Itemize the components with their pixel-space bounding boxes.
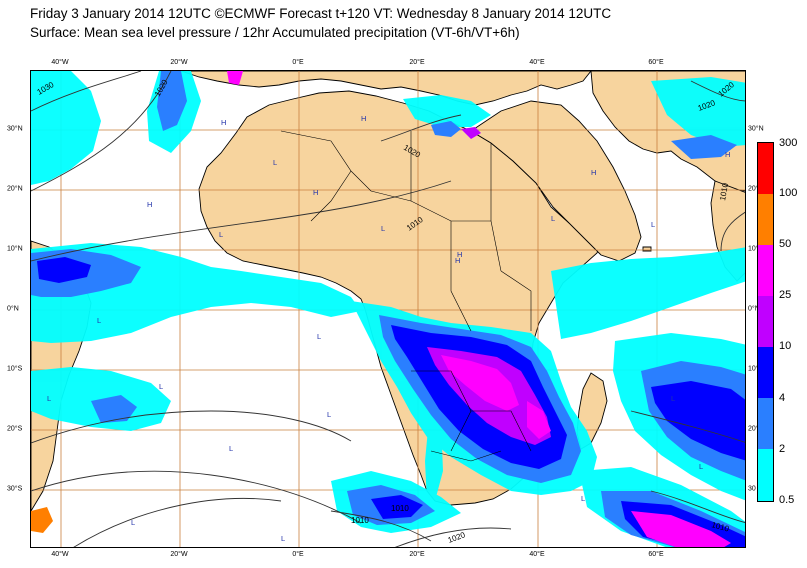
low-center: L: [671, 394, 675, 403]
legend-swatch-orange: [758, 194, 773, 245]
high-center: H: [361, 114, 366, 123]
low-center: L: [97, 316, 101, 325]
legend-swatch-red: [758, 143, 773, 194]
legend-swatch-purple: [758, 296, 773, 347]
legend-label: 100: [779, 187, 798, 199]
low-center: L: [317, 332, 321, 341]
isobar-label: 1010: [391, 504, 409, 513]
legend-label: 2: [779, 443, 786, 455]
lon-tick-top: 0°E: [292, 59, 304, 66]
legend-label: 25: [779, 289, 792, 301]
legend-swatch-blue: [758, 347, 773, 398]
low-center: L: [47, 394, 51, 403]
precip-orange: [31, 507, 53, 533]
lat-tick-left: 20°S: [7, 425, 23, 433]
lat-tick-right: 10°S: [748, 365, 764, 373]
lon-tick-bottom: 40°W: [51, 551, 69, 558]
lat-tick-left: 20°N: [7, 185, 23, 193]
high-center: H: [313, 188, 318, 197]
high-center: H: [455, 256, 460, 265]
lat-tick-right: 0°N: [748, 305, 760, 313]
isobar-label: 1010: [351, 516, 369, 525]
lat-tick-right: 30: [748, 485, 756, 493]
lat-tick-left: 30°N: [7, 125, 23, 133]
forecast-title: Friday 3 January 2014 12UTC ©ECMWF Forec…: [30, 6, 612, 21]
low-center: L: [581, 494, 585, 503]
lon-tick-bottom: 20°W: [170, 551, 188, 558]
precip-legend-bar: [757, 142, 774, 502]
lat-tick-right: 30°N: [748, 125, 764, 133]
legend-label: 10: [779, 340, 792, 352]
lon-tick-top: 40°W: [51, 59, 69, 66]
isobar-label: 1010: [718, 182, 730, 202]
lon-tick-bottom: 40°E: [529, 551, 545, 558]
country-borders: [280, 130, 532, 462]
low-center: L: [327, 410, 331, 419]
lon-tick-bottom: 60°E: [648, 551, 664, 558]
lat-tick-left: 30°S: [7, 485, 23, 493]
lat-tick-right: 20°N: [748, 185, 764, 193]
lat-tick-right: 20°S: [748, 425, 764, 433]
lon-tick-top: 40°E: [529, 59, 545, 66]
forecast-map[interactable]: 1030 1020 1020 1020 1020 1010 1010 1010 …: [30, 70, 746, 548]
lon-tick-bottom: 0°E: [292, 551, 304, 558]
lon-tick-bottom: 20°E: [409, 551, 425, 558]
europe-landmass: [180, 71, 592, 106]
lat-tick-left: 10°N: [7, 245, 23, 253]
high-center: H: [457, 250, 462, 259]
low-center: L: [273, 158, 277, 167]
legend-swatch-cyan: [758, 449, 773, 501]
low-center: L: [159, 382, 163, 391]
legend-label: 4: [779, 392, 786, 404]
pressure-centers: H H H H H H H L L L L L L L L L L L H L …: [47, 114, 730, 543]
lon-tick-top: 20°W: [170, 59, 188, 66]
low-center: L: [131, 518, 135, 527]
lon-tick-top: 20°E: [409, 59, 425, 66]
precip-magenta: [227, 71, 731, 547]
lat-tick-left: 10°S: [7, 365, 23, 373]
arabia-landmass: [470, 100, 642, 262]
legend-swatch-magenta: [758, 245, 773, 296]
map-canvas: 1030 1020 1020 1020 1020 1010 1010 1010 …: [31, 71, 745, 547]
lat-tick-left: 0°N: [7, 305, 19, 313]
legend-label: 300: [779, 137, 798, 149]
low-center: L: [699, 462, 703, 471]
legend-label: 50: [779, 238, 792, 250]
field-subtitle: Surface: Mean sea level pressure / 12hr …: [30, 25, 520, 40]
lat-tick-right: 10°N: [748, 245, 764, 253]
low-center: L: [229, 444, 233, 453]
high-center: H: [725, 150, 730, 159]
low-center: L: [651, 220, 655, 229]
low-center: L: [381, 224, 385, 233]
high-center: H: [221, 118, 226, 127]
legend-label: 0.5: [779, 494, 795, 506]
high-center: H: [147, 200, 152, 209]
low-center: L: [219, 230, 223, 239]
lon-tick-top: 60°E: [648, 59, 664, 66]
legend-swatch-azure: [758, 398, 773, 449]
high-center: H: [591, 168, 596, 177]
low-center: L: [281, 534, 285, 543]
low-center: L: [551, 214, 555, 223]
isobars: [31, 71, 745, 547]
